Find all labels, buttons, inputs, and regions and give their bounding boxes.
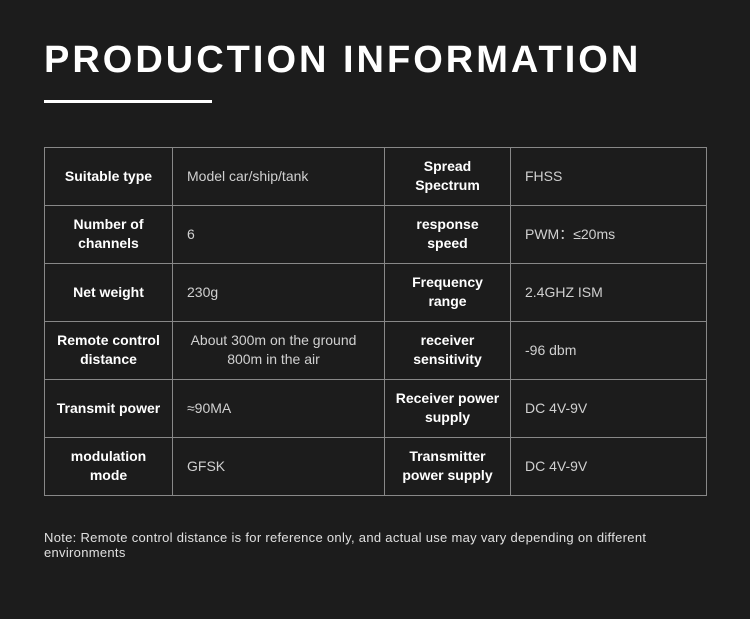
spec-label: Receiver power supply <box>385 379 511 437</box>
spec-value: GFSK <box>173 437 385 495</box>
spec-value: About 300m on the ground 800m in the air <box>173 321 385 379</box>
table-row: modulation mode GFSK Transmitter power s… <box>45 437 707 495</box>
spec-label: Spread Spectrum <box>385 147 511 205</box>
table-row: Suitable type Model car/ship/tank Spread… <box>45 147 707 205</box>
spec-label: receiver sensitivity <box>385 321 511 379</box>
spec-table: Suitable type Model car/ship/tank Spread… <box>44 147 707 496</box>
title-underline <box>44 100 212 103</box>
spec-value: 2.4GHZ ISM <box>511 263 707 321</box>
table-row: Net weight 230g Frequency range 2.4GHZ I… <box>45 263 707 321</box>
spec-value: DC 4V-9V <box>511 379 707 437</box>
spec-label: Transmit power <box>45 379 173 437</box>
spec-label: response speed <box>385 205 511 263</box>
table-row: Remote control distance About 300m on th… <box>45 321 707 379</box>
spec-value: Model car/ship/tank <box>173 147 385 205</box>
spec-value: PWM：≤20ms <box>511 205 707 263</box>
spec-label: Frequency range <box>385 263 511 321</box>
spec-label: Net weight <box>45 263 173 321</box>
spec-label: Remote control distance <box>45 321 173 379</box>
table-row: Number of channels 6 response speed PWM：… <box>45 205 707 263</box>
spec-value: FHSS <box>511 147 707 205</box>
spec-value: ≈90MA <box>173 379 385 437</box>
spec-value: DC 4V-9V <box>511 437 707 495</box>
page-title: PRODUCTION INFORMATION <box>44 40 706 82</box>
spec-label: Transmitter power supply <box>385 437 511 495</box>
spec-value: 230g <box>173 263 385 321</box>
spec-label: Number of channels <box>45 205 173 263</box>
spec-label: modulation mode <box>45 437 173 495</box>
spec-label: Suitable type <box>45 147 173 205</box>
table-row: Transmit power ≈90MA Receiver power supp… <box>45 379 707 437</box>
spec-value: 6 <box>173 205 385 263</box>
spec-value: -96 dbm <box>511 321 707 379</box>
footnote: Note: Remote control distance is for ref… <box>44 530 706 560</box>
